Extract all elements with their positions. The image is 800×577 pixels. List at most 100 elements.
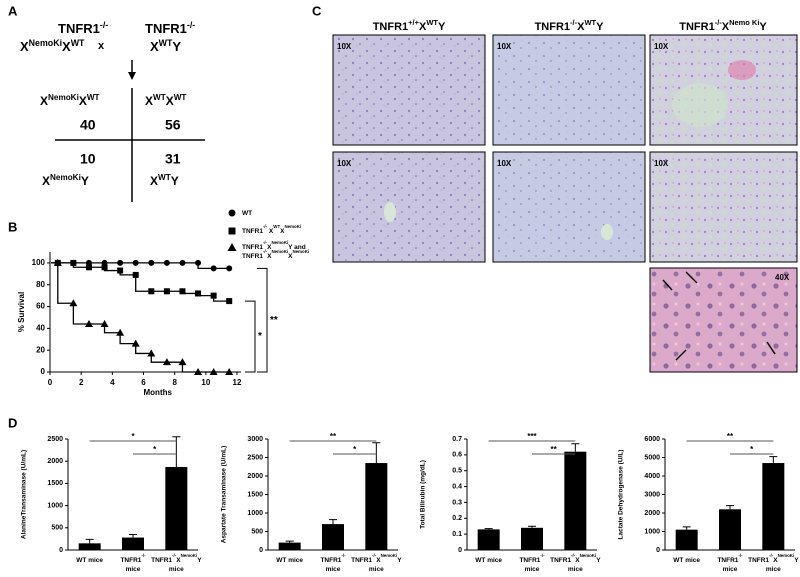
magnification: 10X (337, 159, 352, 168)
x-tick-label-part: Y (397, 557, 402, 564)
marker (195, 290, 202, 297)
column-header-part: X (419, 21, 427, 33)
marker (117, 259, 124, 266)
legend-marker (227, 243, 237, 251)
arrow (662, 279, 673, 291)
y-tick-label: 1000 (247, 510, 263, 517)
x-tick-label-part: Y (596, 557, 601, 564)
x-tick-label-part: -/- (769, 553, 774, 558)
x-tick-label-part: -/- (540, 553, 545, 558)
legend-label-part: -/- (263, 240, 268, 245)
x-tick-label-part: mice (766, 566, 781, 573)
vessel (384, 202, 396, 222)
x-tick-label: 4 (110, 378, 115, 387)
error-bar (769, 456, 778, 464)
significance-label: * (153, 445, 157, 454)
x-tick-label-part: -/- (738, 553, 743, 558)
x-tick-label-part: NemoKi (580, 553, 597, 558)
marker (116, 328, 125, 336)
step-line (51, 262, 230, 373)
y-tick-label: 0.2 (452, 515, 462, 522)
x-tick-label: 8 (172, 378, 177, 387)
x-axis-label: Months (144, 388, 173, 397)
error-bar (129, 533, 137, 538)
bar (122, 537, 144, 550)
offspring-count: 56 (165, 117, 181, 133)
genotype-part: -/- (100, 20, 108, 30)
x-tick-label-part: -/- (341, 553, 346, 558)
x-tick-label-part: TNFR1 (519, 557, 540, 564)
bar (675, 529, 698, 550)
legend-label-part: NemoKi (271, 240, 288, 245)
marker (132, 259, 139, 266)
column-header-part: Y (596, 21, 604, 33)
offspring-genotype-part: NemoKi (48, 93, 79, 102)
offspring-genotype-part: X (79, 94, 87, 108)
magnification: 10X (497, 159, 512, 168)
x-tick-label-part: TNFR1 (717, 557, 738, 564)
x-tick-label: 6 (141, 378, 146, 387)
offspring-genotype: XNemoKiY (42, 173, 89, 188)
error-bar (285, 540, 294, 543)
x-tick-label-part: WT mice (276, 557, 303, 564)
chromosomes-part: X (20, 39, 29, 54)
x-tick-label-part: X (376, 557, 381, 564)
significance-label: * (131, 432, 135, 441)
micrograph (649, 34, 798, 146)
arrow (685, 271, 698, 284)
significance-label: ** (551, 445, 558, 454)
offspring-genotype: XWTY (150, 173, 179, 188)
x-tick-label-part: -/- (172, 553, 177, 558)
error-bar (726, 505, 734, 510)
significance-label: * (750, 445, 754, 454)
x-tick-label-part: X (176, 557, 181, 564)
bar (719, 509, 741, 550)
lesion (672, 83, 728, 127)
y-tick-label: 0.7 (452, 436, 462, 443)
panel-letter: A (8, 3, 18, 18)
significance-label: * (353, 445, 357, 454)
x-tick-label: TNFR1-/- (320, 553, 346, 564)
column-header-part: WT (426, 18, 438, 27)
y-tick-label: 1000 (644, 528, 660, 535)
marker (101, 264, 108, 271)
offspring-genotype-part: NemoKi (50, 173, 81, 182)
x-tick-label-part: mice (126, 566, 141, 573)
x-tick-label: TNFR1-/- (519, 553, 545, 564)
offspring-count: 10 (80, 151, 96, 167)
chromosomes: XWTY (150, 38, 181, 54)
panel-letter: B (8, 219, 17, 234)
error-bar (172, 436, 181, 467)
legend-label-part: NemoKi (292, 249, 309, 254)
cross-symbol: x (98, 40, 105, 52)
x-tick-label-part: mice (369, 566, 384, 573)
magnification: 10X (654, 159, 669, 168)
x-tick-label: TNFR1-/-XNemoKiY (151, 553, 202, 564)
legend-label-part: -/- (263, 224, 268, 229)
magnification: 10X (337, 42, 352, 51)
x-tick-label: TNFR1-/-XNemoKiY (748, 553, 799, 564)
x-tick-label-part: mice (326, 566, 341, 573)
offspring-genotype-part: X (145, 94, 153, 108)
column-header-part: Y (438, 21, 446, 33)
x-tick-label: mice (766, 566, 781, 573)
x-tick-label-part: mice (723, 566, 738, 573)
micrograph (492, 34, 646, 146)
offspring-genotype-part: X (166, 94, 174, 108)
marker (131, 339, 140, 347)
x-tick-label: mice (169, 566, 184, 573)
offspring-count: 40 (80, 117, 96, 133)
chromosomes-part: WT (159, 38, 173, 48)
marker (53, 258, 62, 266)
marker (210, 265, 217, 272)
y-tick-label: 2000 (247, 473, 263, 480)
column-header-part: TNFR1 (373, 21, 408, 33)
chromosomes: XNemoKiXWT (20, 38, 85, 54)
x-tick-label-part: NemoKi (381, 553, 398, 558)
y-tick-label: 3000 (644, 491, 660, 498)
x-tick-label: TNFR1-/- (717, 553, 743, 564)
arrow (675, 349, 687, 361)
bar (564, 451, 587, 550)
significance-label: ** (270, 315, 278, 326)
marker (226, 298, 233, 305)
